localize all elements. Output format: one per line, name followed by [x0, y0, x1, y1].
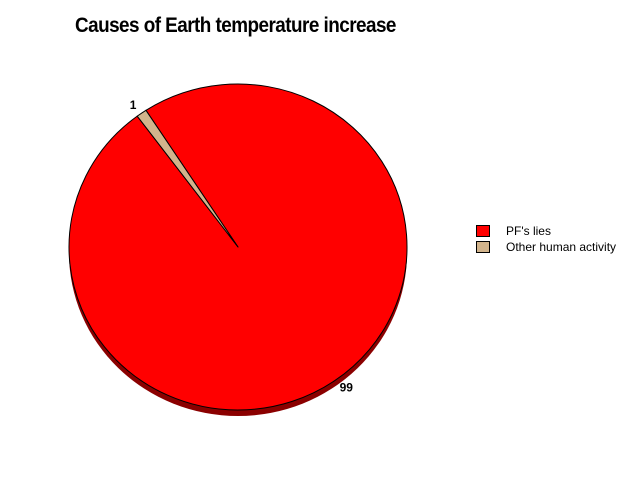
- pie-labels: 99 1: [130, 98, 354, 394]
- legend-label-other-human-activity: Other human activity: [506, 240, 617, 254]
- legend: PF's lies Other human activity: [476, 223, 616, 255]
- slice-value-label-pf-s-lies: 99: [340, 380, 354, 394]
- slice-value-label-other-human-activity: 1: [130, 98, 137, 112]
- pie-slice-other-human-activity: [136, 109, 239, 248]
- legend-item-other-human-activity: Other human activity: [476, 239, 616, 255]
- pie-slices: [68, 83, 408, 411]
- legend-swatch-pfs-lies: [476, 225, 490, 237]
- legend-label-pfs-lies: PF's lies: [506, 224, 551, 238]
- chart-title: Causes of Earth temperature increase: [75, 14, 396, 37]
- legend-swatch-other-human-activity: [476, 241, 490, 253]
- legend-item-pfs-lies: PF's lies: [476, 223, 616, 239]
